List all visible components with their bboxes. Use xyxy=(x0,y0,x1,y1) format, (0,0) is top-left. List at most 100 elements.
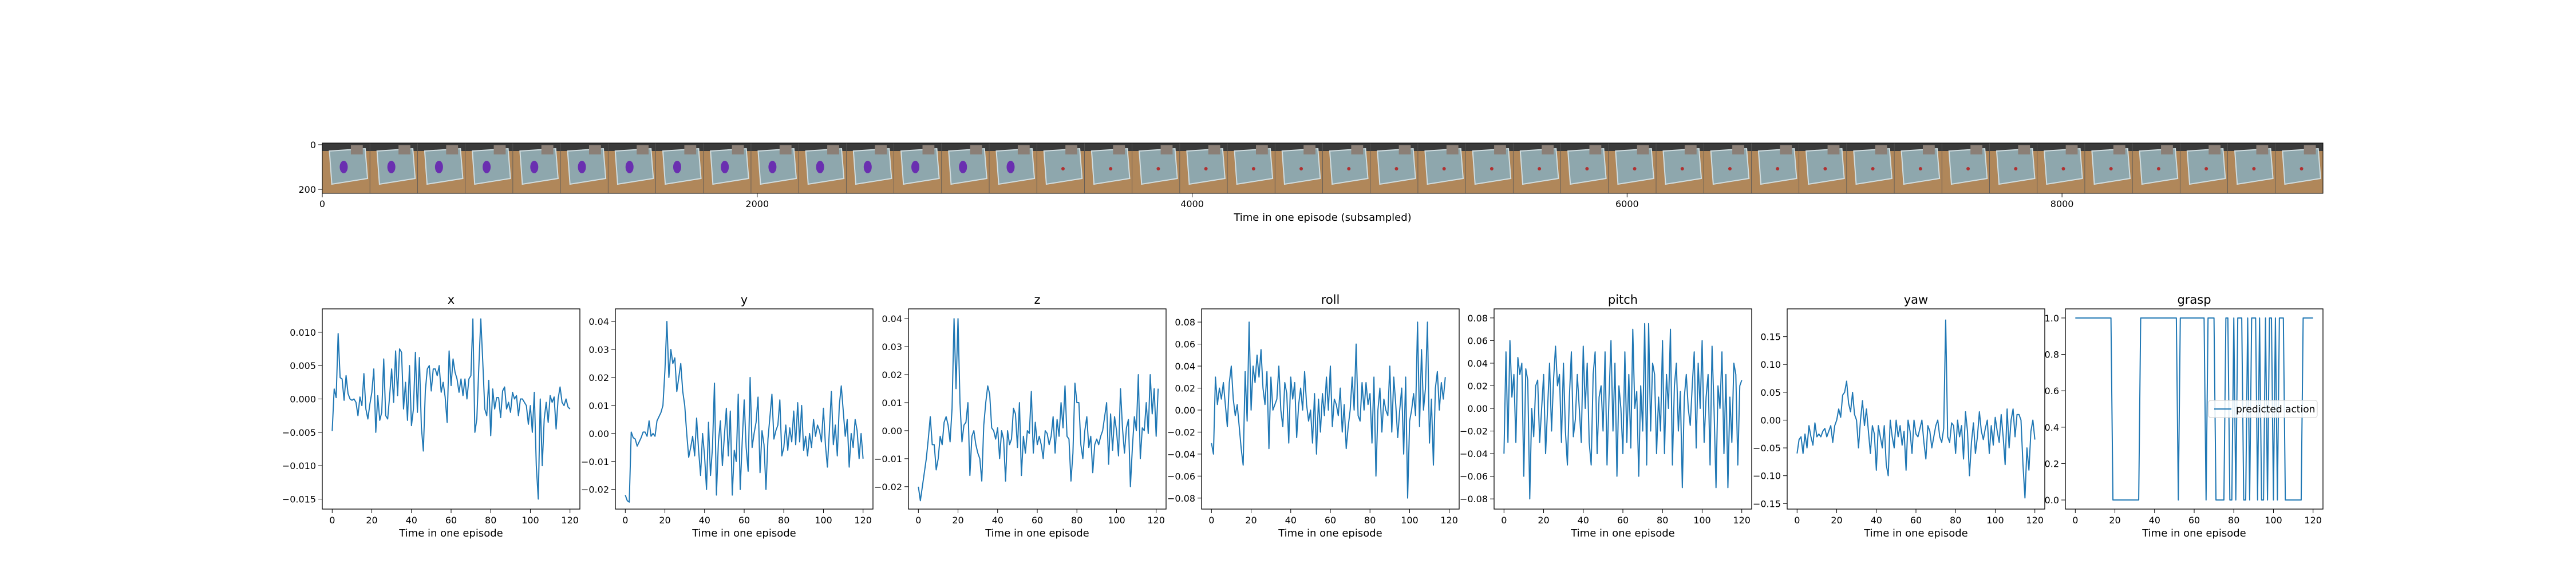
frame-robot-gripper xyxy=(541,145,554,154)
strip-frame xyxy=(465,143,513,193)
plot-frame xyxy=(615,308,874,510)
chart-pitch: 0 20 40 60 80 100 120 −0.08 −0.06 −0.04 −0.02 0.00 0… xyxy=(1460,293,1752,539)
legend: predicted action xyxy=(2208,400,2318,418)
frame-object xyxy=(339,161,348,173)
plot-frame xyxy=(1787,308,2045,510)
x-tick-label: 80 xyxy=(485,515,496,526)
frame-robot-gripper xyxy=(1923,145,1935,154)
y-tick-label: 0.15 xyxy=(1760,332,1781,343)
x-tick-label: 20 xyxy=(659,515,670,526)
x-tick-label: 60 xyxy=(2188,515,2200,526)
y-tick-label: 0.02 xyxy=(588,372,609,383)
strip-frame xyxy=(322,143,370,193)
frame-object xyxy=(816,161,824,173)
frame-object xyxy=(387,161,396,173)
plot-frame xyxy=(2065,308,2324,510)
y-tick-label: 0.01 xyxy=(882,398,902,408)
frame-robot-gripper xyxy=(1017,145,1030,154)
frame-robot-gripper xyxy=(779,145,792,154)
y-tick-label: 0.02 xyxy=(1467,380,1488,391)
x-tick-label: 100 xyxy=(1401,515,1419,526)
frame-robot-gripper xyxy=(1637,145,1649,154)
frame-robot-gripper xyxy=(2018,145,2030,154)
frame-robot-gripper xyxy=(2113,145,2125,154)
x-tick-label: 20 xyxy=(1245,515,1257,526)
frame-robot-gripper xyxy=(589,145,601,154)
frame-object xyxy=(1394,167,1398,170)
y-tick-label: 0.00 xyxy=(1175,405,1195,416)
x-tick-label: 120 xyxy=(2026,515,2044,526)
x-axis-label: Time in one episode xyxy=(1863,527,1968,539)
frame-object xyxy=(530,161,539,173)
frame-object xyxy=(578,161,586,173)
frame-object xyxy=(483,161,491,173)
chart-grasp: 0 20 40 60 80 100 120 0.0 0.2 0.4 0.6 0.8 1.0 grasp Ti… xyxy=(2045,293,2324,539)
y-tick-label: 0.03 xyxy=(882,341,902,352)
y-tick-label: −0.02 xyxy=(581,484,609,495)
strip-frame xyxy=(2132,143,2180,193)
y-tick-label: 0.00 xyxy=(882,426,902,436)
frame-robot-gripper xyxy=(350,145,363,154)
series-line xyxy=(1211,321,1446,499)
frame-object xyxy=(2061,167,2065,170)
strip-x-axis-label: Time in one episode (subsampled) xyxy=(1233,212,1411,224)
y-tick-label: −0.015 xyxy=(282,494,316,505)
strip-y-tick-label: 200 xyxy=(298,184,316,195)
y-tick-label: −0.04 xyxy=(1167,449,1195,460)
frame-object xyxy=(673,161,681,173)
frame-robot-gripper xyxy=(1446,145,1459,154)
x-tick-label: 100 xyxy=(521,515,539,526)
y-tick-label: 0.8 xyxy=(2045,349,2059,360)
chart-z: 0 20 40 60 80 100 120 −0.02 −0.01 0.00 0.01 0.02 0.0… xyxy=(874,293,1167,539)
strip-frame xyxy=(1703,143,1752,193)
y-tick-label: 0.00 xyxy=(1467,403,1488,414)
x-tick-label: 100 xyxy=(2265,515,2282,526)
strip-frame xyxy=(607,143,656,193)
chart-x: 0 20 40 60 80 100 120 −0.015 −0.010 −0.005 0.000 0.… xyxy=(282,293,580,539)
y-tick-label: 0.08 xyxy=(1175,317,1195,328)
frame-object xyxy=(1680,167,1684,170)
strip-x-tick-label: 0 xyxy=(319,198,325,209)
y-tick-label: −0.04 xyxy=(1460,448,1488,459)
y-tick-label: −0.02 xyxy=(874,482,902,492)
strip-frame xyxy=(1274,143,1323,193)
plot-frame xyxy=(908,308,1167,510)
x-tick-label: 100 xyxy=(1986,515,2004,526)
x-tick-label: 0 xyxy=(2072,515,2078,526)
y-tick-label: −0.08 xyxy=(1167,493,1195,504)
frame-robot-gripper xyxy=(2161,145,2173,154)
frame-robot-gripper xyxy=(1827,145,1840,154)
x-axis-label: Time in one episode xyxy=(985,527,1089,539)
frame-object xyxy=(1442,167,1446,170)
frame-robot-gripper xyxy=(1780,145,1792,154)
frame-robot-gripper xyxy=(637,145,649,154)
x-tick-label: 60 xyxy=(738,515,750,526)
x-tick-label: 60 xyxy=(445,515,457,526)
strip-x-tick-label: 4000 xyxy=(1180,198,1204,209)
frame-robot-gripper xyxy=(493,145,506,154)
frame-object xyxy=(911,161,920,173)
series-line xyxy=(1796,319,2036,499)
y-tick-label: −0.02 xyxy=(1460,426,1488,437)
x-tick-label: 120 xyxy=(854,515,872,526)
x-tick-label: 20 xyxy=(1538,515,1549,526)
frame-robot-gripper xyxy=(732,145,744,154)
x-tick-label: 80 xyxy=(1657,515,1668,526)
frame-robot-gripper xyxy=(2208,145,2221,154)
x-tick-label: 40 xyxy=(1871,515,1882,526)
strip-frame xyxy=(894,143,942,193)
strip-frame xyxy=(703,143,751,193)
frame-robot-gripper xyxy=(684,145,697,154)
x-tick-label: 20 xyxy=(952,515,963,526)
x-tick-label: 80 xyxy=(2228,515,2239,526)
frame-object xyxy=(2252,167,2256,170)
frame-robot-gripper xyxy=(1732,145,1744,154)
y-tick-label: 0.02 xyxy=(1175,383,1195,394)
frame-object xyxy=(1918,167,1922,170)
chart-roll: 0 20 40 60 80 100 120 −0.08 −0.06 −0.04 −0.02 0.00 0… xyxy=(1167,293,1460,539)
x-axis-label: Time in one episode xyxy=(1278,527,1382,539)
x-tick-label: 80 xyxy=(778,515,789,526)
frame-robot-gripper xyxy=(1256,145,1268,154)
frame-object xyxy=(2109,167,2113,170)
